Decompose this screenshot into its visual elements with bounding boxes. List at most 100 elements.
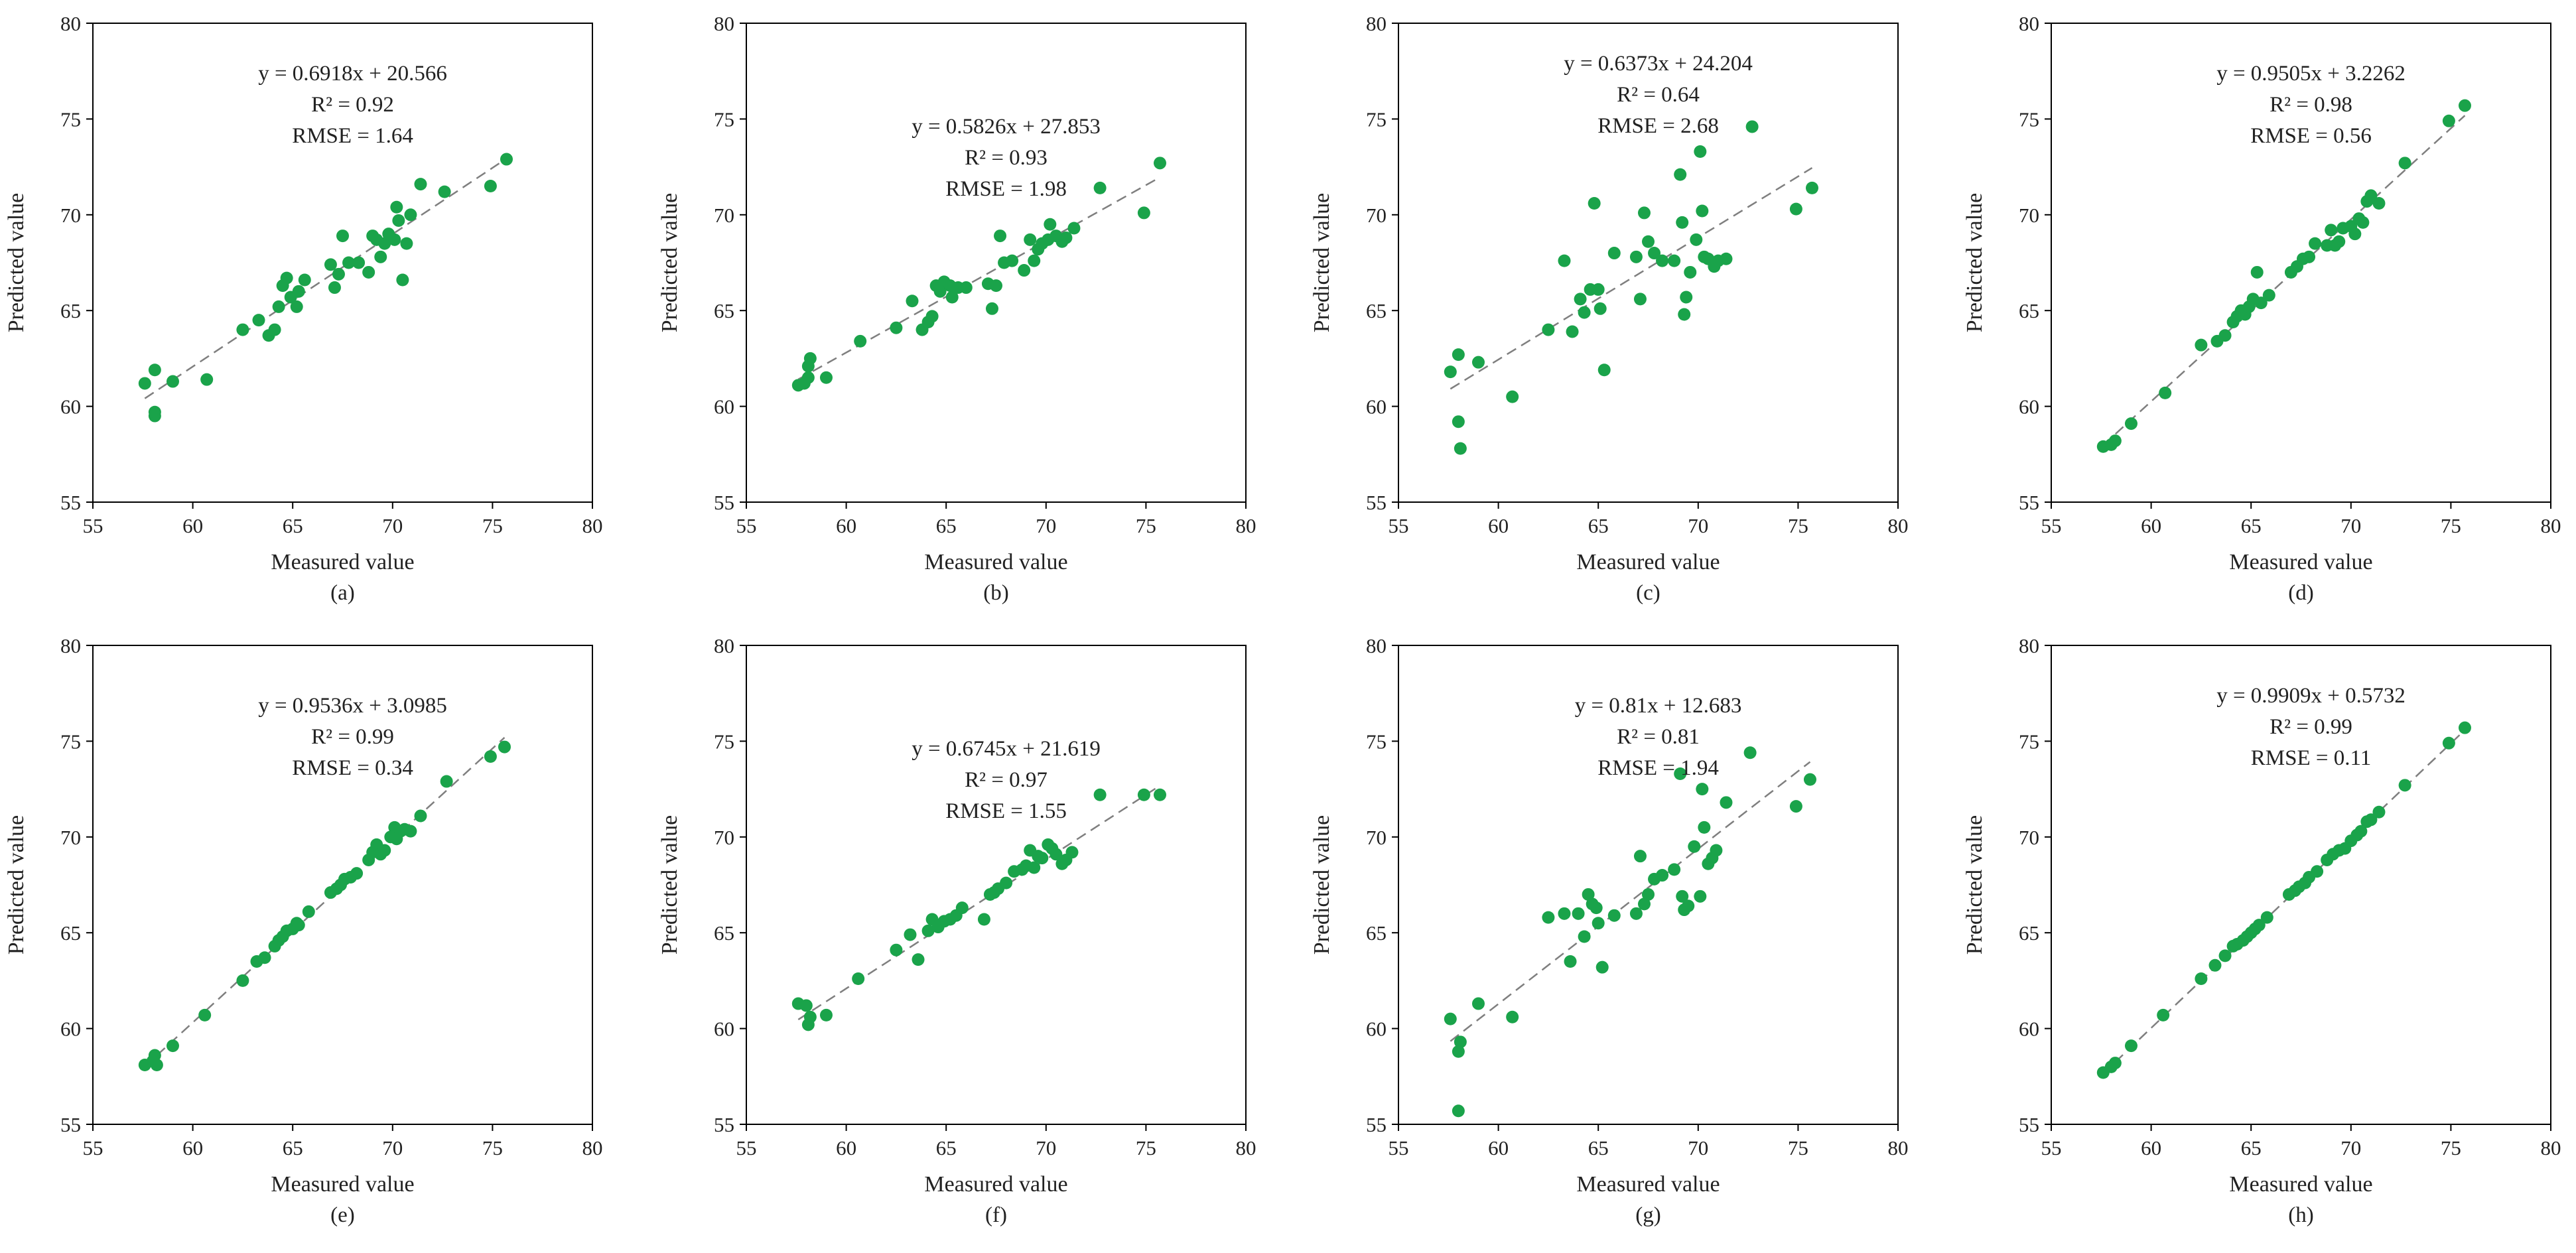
data-point bbox=[404, 208, 417, 222]
x-tick-label: 55 bbox=[736, 1136, 757, 1159]
x-tick-label: 75 bbox=[482, 514, 503, 537]
x-tick-label: 80 bbox=[1236, 1136, 1256, 1159]
data-point bbox=[374, 250, 387, 263]
regression-equation: y = 0.9536x + 3.0985 bbox=[258, 694, 447, 718]
trend-line bbox=[144, 157, 508, 399]
y-tick-label: 55 bbox=[60, 491, 81, 514]
data-point bbox=[955, 901, 969, 915]
x-tick-label: 70 bbox=[1036, 1136, 1056, 1159]
y-tick-label: 65 bbox=[1366, 299, 1387, 322]
data-point bbox=[440, 775, 453, 788]
x-tick-label: 80 bbox=[582, 1136, 603, 1159]
x-tick-label: 80 bbox=[2541, 514, 2561, 537]
x-tick-label: 65 bbox=[1588, 514, 1609, 537]
data-point bbox=[2252, 919, 2266, 932]
data-point bbox=[990, 279, 1002, 293]
rmse-value: RMSE = 2.68 bbox=[1597, 114, 1719, 138]
data-point bbox=[1578, 306, 1591, 319]
data-point bbox=[1578, 930, 1591, 943]
data-point bbox=[2398, 779, 2411, 792]
y-tick-label: 55 bbox=[714, 491, 734, 514]
y-tick-label: 65 bbox=[60, 299, 81, 322]
r-squared-value: R² = 0.99 bbox=[2270, 715, 2352, 739]
x-tick-label: 55 bbox=[1389, 514, 1409, 537]
data-point bbox=[414, 809, 427, 823]
data-point bbox=[921, 924, 935, 937]
r-squared-value: R² = 0.98 bbox=[2270, 93, 2352, 117]
data-point bbox=[1000, 876, 1013, 890]
scatter-chart-7: 55 60 65 70 75 80 55 60 65 70 75 80 Measured value Pr… bbox=[1310, 634, 1909, 1227]
x-tick-label: 60 bbox=[182, 514, 203, 537]
data-point bbox=[1036, 852, 1049, 865]
data-point bbox=[854, 334, 867, 348]
data-point bbox=[2372, 805, 2386, 819]
y-tick-label: 70 bbox=[2019, 204, 2039, 227]
data-point bbox=[166, 375, 179, 388]
x-tick-label: 55 bbox=[83, 1136, 103, 1159]
plot-frame bbox=[2051, 645, 2551, 1125]
x-tick-label: 75 bbox=[1136, 514, 1156, 537]
data-point bbox=[302, 905, 315, 918]
data-point bbox=[1050, 848, 1063, 861]
data-point bbox=[362, 265, 375, 279]
y-tick-label: 80 bbox=[1366, 634, 1387, 657]
data-point bbox=[2442, 114, 2455, 127]
r-squared-value: R² = 0.99 bbox=[311, 725, 394, 749]
data-point bbox=[1629, 907, 1643, 920]
data-point bbox=[400, 237, 413, 250]
data-point bbox=[1674, 168, 1687, 181]
y-tick-label: 80 bbox=[714, 634, 734, 657]
data-point bbox=[352, 256, 366, 269]
trend-line bbox=[2102, 115, 2466, 446]
panel-label: (g) bbox=[1635, 1203, 1661, 1227]
x-tick-label: 60 bbox=[836, 1136, 856, 1159]
y-tick-label: 75 bbox=[1366, 107, 1387, 131]
scatter-chart-8: 55 60 65 70 75 80 55 60 65 70 75 80 Measured value Pr… bbox=[1962, 634, 2561, 1227]
data-point bbox=[803, 1010, 817, 1023]
x-tick-label: 60 bbox=[2141, 1136, 2161, 1159]
y-tick-label: 75 bbox=[2019, 730, 2039, 753]
x-tick-label: 70 bbox=[2340, 514, 2361, 537]
data-point bbox=[1542, 323, 1555, 336]
panel-label: (e) bbox=[330, 1203, 355, 1227]
regression-equation: y = 0.9909x + 0.5732 bbox=[2216, 684, 2406, 708]
x-tick-label: 65 bbox=[2241, 514, 2262, 537]
data-point bbox=[1452, 415, 1465, 429]
data-point bbox=[1803, 773, 1816, 786]
y-tick-label: 60 bbox=[60, 1018, 81, 1041]
data-point bbox=[2218, 329, 2232, 342]
data-point bbox=[388, 233, 401, 246]
data-point bbox=[2159, 386, 2172, 399]
data-point bbox=[1656, 869, 1669, 882]
y-tick-label: 75 bbox=[714, 107, 734, 131]
data-point bbox=[1694, 890, 1707, 903]
data-point bbox=[1444, 365, 1457, 379]
data-point bbox=[945, 291, 959, 304]
y-tick-label: 60 bbox=[1366, 395, 1387, 419]
data-point bbox=[1471, 997, 1485, 1010]
r-squared-value: R² = 0.64 bbox=[1617, 83, 1700, 107]
data-point bbox=[1607, 247, 1621, 260]
data-point bbox=[1588, 196, 1601, 210]
data-point bbox=[378, 844, 391, 857]
data-point bbox=[890, 321, 903, 334]
x-tick-label: 70 bbox=[1688, 514, 1708, 537]
data-point bbox=[2311, 865, 2324, 878]
data-point bbox=[198, 1008, 212, 1022]
data-point bbox=[2309, 237, 2322, 250]
panel-label: (h) bbox=[2288, 1203, 2313, 1227]
trend-line bbox=[144, 736, 506, 1067]
data-point bbox=[336, 230, 349, 243]
y-axis-label: Predicted value bbox=[1310, 193, 1334, 333]
data-point bbox=[272, 300, 285, 313]
y-tick-label: 60 bbox=[2019, 395, 2039, 419]
data-point bbox=[396, 273, 409, 287]
y-tick-label: 55 bbox=[714, 1113, 734, 1136]
x-tick-label: 60 bbox=[182, 1136, 203, 1159]
y-tick-label: 75 bbox=[60, 730, 81, 753]
scatter-chart-4: 55 60 65 70 75 80 55 60 65 70 75 80 Measured value Pr… bbox=[1962, 12, 2561, 605]
data-point bbox=[2124, 1039, 2137, 1053]
data-point bbox=[1028, 254, 1041, 267]
data-point bbox=[819, 371, 833, 384]
data-point bbox=[1558, 907, 1571, 920]
